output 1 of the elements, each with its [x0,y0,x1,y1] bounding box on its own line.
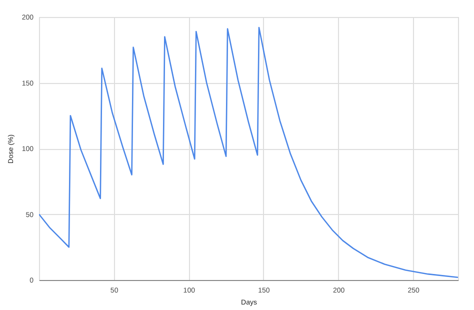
line-series [39,26,458,278]
